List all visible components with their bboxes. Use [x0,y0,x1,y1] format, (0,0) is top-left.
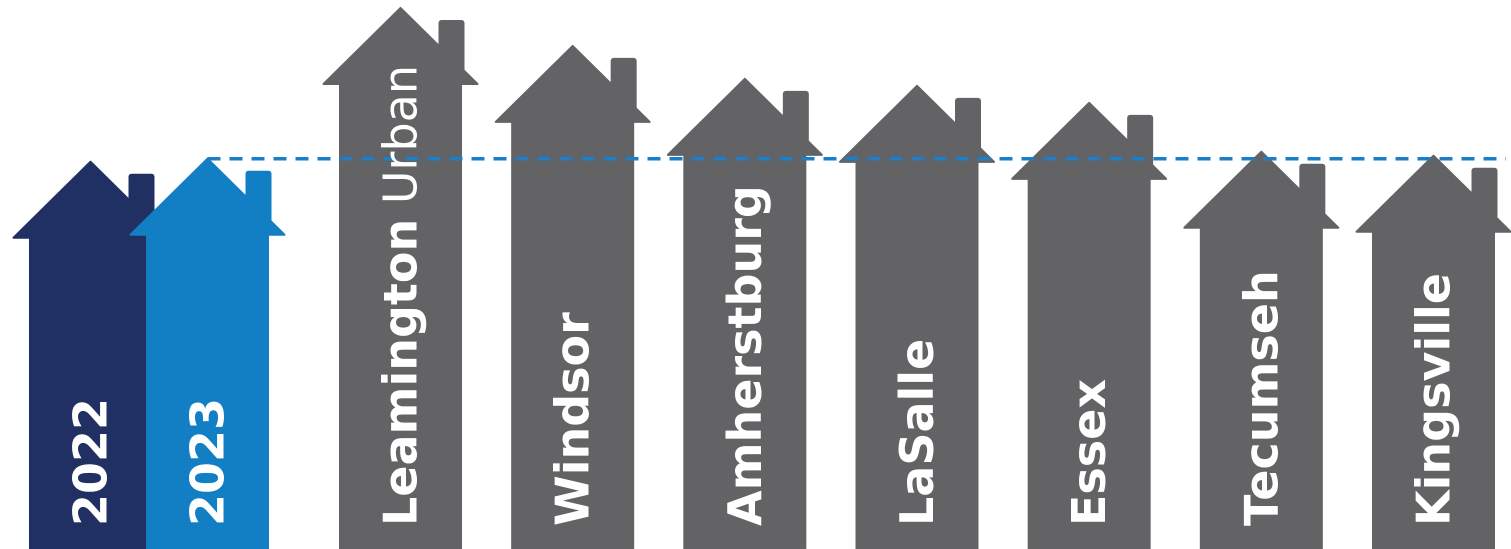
house-bar [1355,154,1511,549]
house-label: Kingsville [1407,273,1461,526]
house-bar [129,157,286,549]
house-body [494,44,651,549]
house-body [1183,150,1340,549]
house-label: Leamington Urban [374,65,428,526]
house-bar [839,84,995,549]
house-body [322,6,479,549]
house-labels: 2022 2023 Leamington Urban Windsor Amherstbu… [64,65,1461,526]
house-bar [666,77,823,549]
house-body [1011,101,1168,549]
house-label: Windsor [546,312,600,526]
house-label: 2022 [64,398,118,526]
house-bar [1011,101,1168,549]
house-bar [494,44,651,549]
house-body [839,84,995,549]
house-bars [12,6,1511,549]
house-label: Amherstburg [718,185,772,526]
house-label-bold: Leamington [374,219,428,526]
house-label: LaSalle [890,339,944,526]
house-label: 2023 [181,398,235,526]
house-body [666,77,823,549]
house-body [1355,154,1511,549]
house-label: Tecumseh [1234,270,1288,526]
house-body [129,157,286,549]
house-bar [1183,150,1340,549]
house-bar [322,6,479,549]
house-label: Essex [1062,379,1116,526]
house-label-light: Urban [374,65,428,219]
